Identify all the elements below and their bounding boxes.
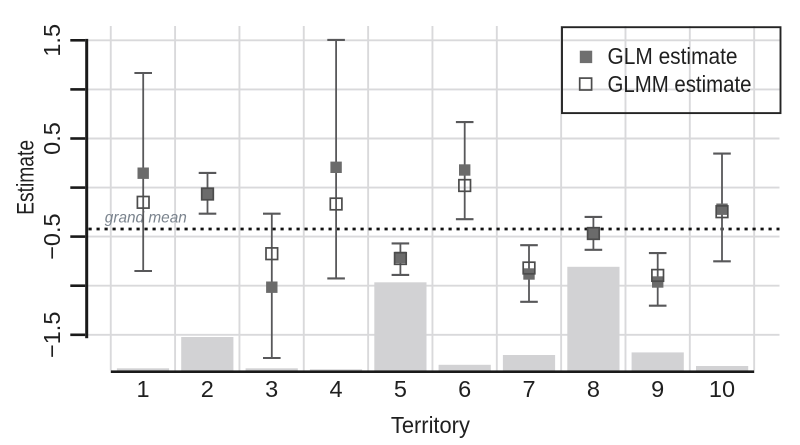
svg-text:GLM estimate: GLM estimate [608, 43, 738, 69]
svg-text:GLMM estimate: GLMM estimate [608, 71, 752, 97]
svg-text:5: 5 [394, 376, 407, 402]
svg-text:4: 4 [329, 376, 342, 402]
svg-text:Territory: Territory [391, 412, 470, 438]
svg-text:1.5: 1.5 [39, 24, 65, 57]
svg-text:3: 3 [265, 376, 278, 402]
svg-text:−0.5: −0.5 [39, 213, 65, 259]
svg-text:grand mean: grand mean [105, 210, 187, 227]
svg-text:7: 7 [522, 376, 535, 402]
svg-text:0.5: 0.5 [39, 122, 65, 155]
svg-text:1: 1 [136, 376, 149, 402]
svg-text:2: 2 [201, 376, 214, 402]
svg-text:9: 9 [651, 376, 664, 402]
svg-text:8: 8 [587, 376, 600, 402]
svg-text:6: 6 [458, 376, 471, 402]
svg-text:−1.5: −1.5 [39, 312, 65, 358]
svg-text:Estimate: Estimate [12, 140, 39, 215]
svg-text:10: 10 [709, 376, 735, 402]
